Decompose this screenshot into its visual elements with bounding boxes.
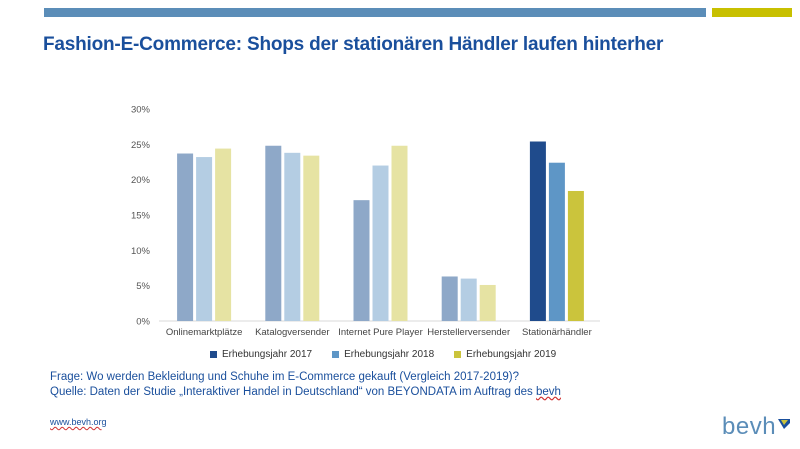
bar-3-1 — [460, 278, 477, 321]
bevh-logo-mark-icon — [778, 419, 790, 429]
bar-0-2 — [215, 148, 232, 321]
bar-1-2 — [303, 155, 320, 321]
legend-item-2019: Erhebungsjahr 2019 — [454, 349, 556, 360]
page-title: Fashion-E-Commerce: Shops der stationäre… — [43, 34, 664, 55]
footer-website-link[interactable]: www.bevh.org — [50, 417, 107, 427]
legend-item-2018: Erhebungsjahr 2018 — [332, 349, 434, 360]
bar-1-0 — [265, 145, 282, 321]
legend-label-2017: Erhebungsjahr 2017 — [222, 349, 313, 360]
x-category-label: Herstellerversender — [427, 327, 510, 338]
legend-swatch-2017 — [210, 351, 217, 358]
source-text: Quelle: Daten der Studie „Interaktiver H… — [50, 385, 561, 400]
bevh-logo: bevh — [722, 413, 777, 440]
bar-3-2 — [479, 284, 496, 321]
bar-0-1 — [196, 157, 213, 321]
legend-item-2017: Erhebungsjahr 2017 — [210, 349, 312, 360]
legend-label-2019: Erhebungsjahr 2019 — [466, 349, 557, 360]
bar-2-0 — [353, 200, 370, 321]
bar-2-2 — [391, 145, 408, 321]
bar-0-0 — [177, 153, 194, 321]
bar-2-1 — [372, 165, 389, 321]
header-stripe-blue — [44, 8, 706, 17]
y-tick-label: 20% — [131, 175, 151, 186]
chart-notes: Frage: Wo werden Bekleidung und Schuhe i… — [50, 370, 561, 400]
x-category-label: Internet Pure Player — [338, 327, 423, 338]
bar-3-0 — [441, 276, 458, 321]
bar-4-2 — [567, 190, 584, 321]
x-category-label: Onlinemarktplätze — [166, 327, 243, 338]
bar-1-1 — [284, 152, 301, 321]
y-tick-label: 30% — [131, 105, 151, 116]
question-text: Frage: Wo werden Bekleidung und Schuhe i… — [50, 371, 519, 383]
legend-swatch-2019 — [454, 351, 462, 358]
source-prefix: Quelle: Daten der Studie „Interaktiver H… — [50, 386, 537, 398]
x-category-label: Katalogversender — [255, 327, 329, 338]
y-tick-label: 25% — [131, 140, 151, 151]
legend-swatch-2018 — [332, 351, 340, 358]
bar-4-1 — [548, 162, 565, 321]
bar-4-0 — [529, 141, 546, 321]
y-tick-label: 15% — [131, 211, 151, 222]
header-stripe-yellow — [712, 8, 792, 17]
y-tick-label: 10% — [131, 246, 151, 257]
x-category-label: Stationärhändler — [522, 327, 592, 338]
y-tick-label: 5% — [136, 281, 150, 292]
y-tick-label: 0% — [136, 317, 150, 328]
legend-label-2018: Erhebungsjahr 2018 — [344, 349, 435, 360]
chart-legend: Erhebungsjahr 2017 Erhebungsjahr 2018 Er… — [210, 349, 556, 360]
source-link-bevh[interactable]: bevh — [536, 386, 561, 398]
